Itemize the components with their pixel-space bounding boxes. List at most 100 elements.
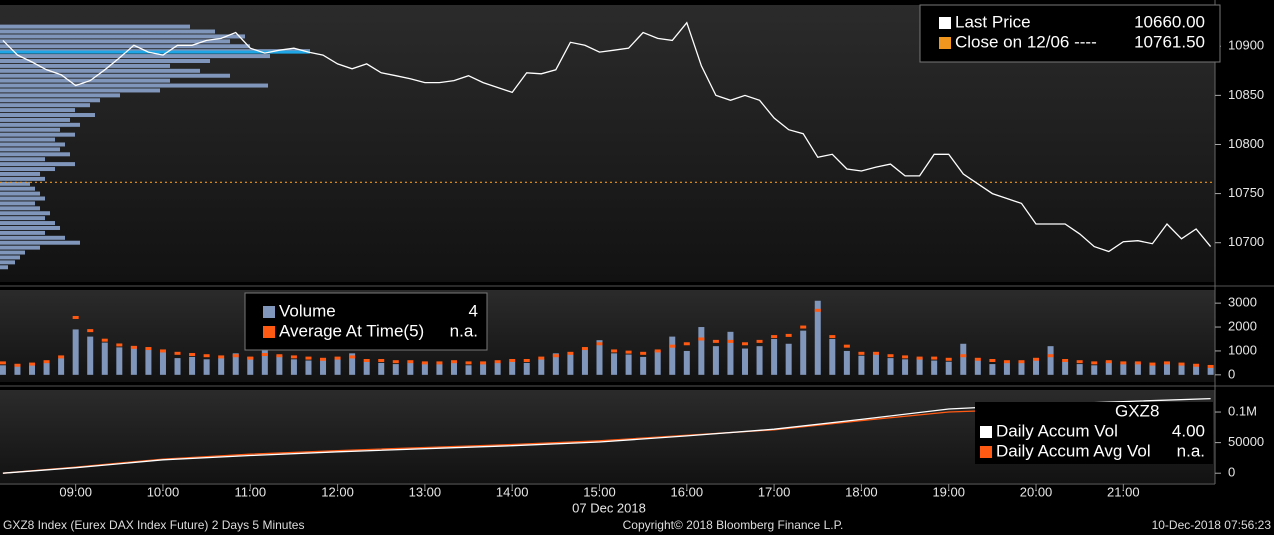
average-marker <box>116 343 123 347</box>
average-marker <box>305 356 312 360</box>
average-marker <box>858 351 865 355</box>
bar <box>698 327 705 375</box>
bar <box>1018 361 1025 375</box>
average-marker <box>916 356 923 360</box>
average-marker <box>640 351 647 355</box>
bar <box>640 356 647 375</box>
average-marker <box>1003 360 1010 364</box>
average-marker <box>1047 354 1054 358</box>
average-marker <box>538 356 545 360</box>
average-marker <box>902 355 909 359</box>
average-marker <box>1105 360 1112 364</box>
average-marker <box>509 358 516 362</box>
legend-swatch <box>263 326 275 338</box>
bar <box>1091 365 1098 375</box>
average-marker <box>29 362 36 366</box>
bar <box>945 361 952 375</box>
legend-layer: Last Price 10660.00 Close on 12/06 ---- 107… <box>263 12 1205 460</box>
bar <box>29 365 36 375</box>
average-marker <box>785 333 792 337</box>
profile-bar <box>0 103 90 108</box>
series-line <box>2 21 1212 253</box>
profile-bar <box>0 167 55 172</box>
average-marker <box>1178 362 1185 366</box>
profile-bar <box>0 54 270 59</box>
profile-bar <box>0 44 250 49</box>
y-tick-label: 10700 <box>1228 234 1264 249</box>
legend-box <box>919 4 1221 63</box>
footer-center: Copyright© 2018 Bloomberg Finance L.P. <box>623 518 844 532</box>
profile-bar <box>0 113 95 118</box>
profile-bar <box>0 181 30 186</box>
average-marker <box>349 355 356 359</box>
bar <box>363 361 370 375</box>
bar <box>43 362 50 375</box>
bar <box>247 356 254 375</box>
average-marker <box>712 339 719 343</box>
bar <box>800 330 807 375</box>
bar <box>1047 346 1054 375</box>
bar <box>1062 361 1069 375</box>
x-tick-label: 09:00 <box>59 484 92 499</box>
bar <box>334 359 341 375</box>
bar <box>843 350 850 375</box>
x-tick-label: 17:00 <box>758 484 791 499</box>
bar <box>72 329 79 375</box>
profile-bar <box>0 211 50 216</box>
profile-bar <box>0 63 170 68</box>
legend-swatch <box>263 306 275 318</box>
bar <box>1163 361 1170 375</box>
average-marker <box>0 361 6 365</box>
average-marker <box>742 342 749 346</box>
bar <box>1033 360 1040 375</box>
bar <box>771 338 778 375</box>
profile-bar <box>0 171 40 176</box>
volume-panel <box>0 290 1215 382</box>
average-marker <box>421 361 428 365</box>
y-tick-label: 0.1M <box>1228 403 1257 418</box>
profile-bar <box>0 186 35 191</box>
average-marker <box>1018 360 1025 364</box>
legend-value: n.a. <box>1177 441 1205 460</box>
average-marker <box>247 356 254 360</box>
average-marker <box>814 308 821 312</box>
bar <box>567 354 574 375</box>
footer-left: GXZ8 Index (Eurex DAX Index Future) 2 Da… <box>3 518 304 532</box>
average-marker <box>203 354 210 358</box>
bar <box>407 362 414 375</box>
bar <box>523 362 530 375</box>
average-marker <box>567 351 574 355</box>
bar <box>683 350 690 375</box>
average-marker <box>1207 364 1214 368</box>
bar <box>189 356 196 375</box>
bar <box>218 358 225 375</box>
profile-bar <box>0 58 210 63</box>
average-marker <box>232 354 239 358</box>
bar <box>203 359 210 375</box>
date-label: 07 Dec 2018 <box>572 500 646 515</box>
bar <box>232 353 239 375</box>
profile-bar <box>0 255 20 260</box>
bar <box>1207 367 1214 375</box>
average-marker <box>101 338 108 342</box>
legend-title: GXZ8 <box>1115 401 1159 420</box>
average-marker <box>669 344 676 348</box>
profile-bar <box>0 122 80 127</box>
average-marker <box>58 355 65 359</box>
bar <box>14 364 21 375</box>
profile-bar <box>0 93 120 98</box>
profile-bar <box>0 39 230 44</box>
profile-bar <box>0 132 75 137</box>
average-marker <box>465 361 472 365</box>
legend-swatch <box>939 17 951 29</box>
profile-bar <box>0 142 65 147</box>
bar <box>974 360 981 375</box>
profile-bar <box>0 83 268 88</box>
average-marker <box>698 337 705 341</box>
bar <box>1105 361 1112 375</box>
bar <box>305 360 312 375</box>
plot-layer: 09:00 10:00 11:00 12:00 13:00 14:00 15:00 16:00… <box>0 21 1264 499</box>
average-marker <box>363 358 370 362</box>
y-tick-label: 10750 <box>1228 185 1264 200</box>
profile-bar <box>0 162 75 167</box>
